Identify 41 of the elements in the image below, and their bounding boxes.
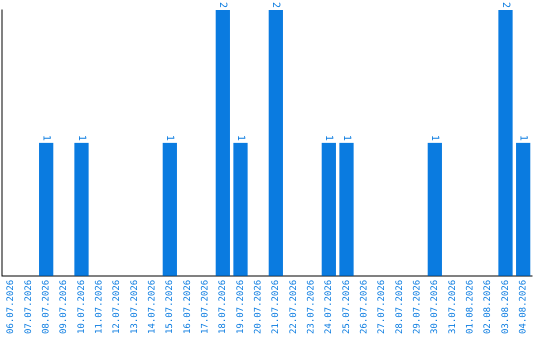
x-tick-label: 30.07.2026 [430,280,440,334]
x-tick-label: 20.07.2026 [254,280,264,334]
x-tick-label: 18.07.2026 [218,280,228,334]
x-tick-label: 14.07.2026 [148,280,158,334]
data-label: 2 [270,2,282,8]
x-tick-label: 15.07.2026 [165,280,176,334]
x-tick-label: 27.07.2026 [377,280,388,334]
x-tick-label: 03.08.2026 [500,280,511,334]
x-tick-label: 31.07.2026 [448,280,458,334]
data-label: 1 [164,134,176,141]
x-tick-label: 07.07.2026 [24,280,34,334]
data-label: 1 [518,134,529,141]
x-tick-label: 21.07.2026 [271,280,282,334]
data-label: 1 [40,134,52,141]
data-label: 1 [429,134,440,141]
data-label: 1 [234,134,246,141]
x-tick-label: 01.08.2026 [466,280,476,334]
x-tick-label: 16.07.2026 [182,280,193,334]
x-tick-label: 11.07.2026 [94,280,105,334]
x-tick-label: 17.07.2026 [200,280,211,334]
x-tick-label: 10.07.2026 [76,280,87,334]
x-tick-label: 25.07.2026 [342,280,352,334]
x-tick-label: 24.07.2026 [324,280,334,334]
data-label: 1 [76,134,87,141]
x-tick-label: 26.07.2026 [360,280,370,334]
data-label: 2 [500,2,511,8]
data-label: 1 [340,134,352,141]
x-tick-label: 09.07.2026 [59,280,70,334]
x-tick-label: 12.07.2026 [112,280,122,334]
x-tick-label: 02.08.2026 [483,280,494,334]
x-tick-label: 28.07.2026 [394,280,405,334]
x-tick-label: 13.07.2026 [130,280,140,334]
data-label: 1 [323,134,334,141]
x-tick-label: 23.07.2026 [306,280,317,334]
x-tick-label: 19.07.2026 [236,280,246,334]
x-tick-label: 08.07.2026 [42,280,52,334]
x-tick-label: 04.08.2026 [518,280,529,334]
x-tick-label: 29.07.2026 [412,280,423,334]
x-tick-label: 22.07.2026 [288,280,299,334]
data-label: 2 [217,2,228,8]
x-tick-label: 06.07.2026 [6,280,16,334]
